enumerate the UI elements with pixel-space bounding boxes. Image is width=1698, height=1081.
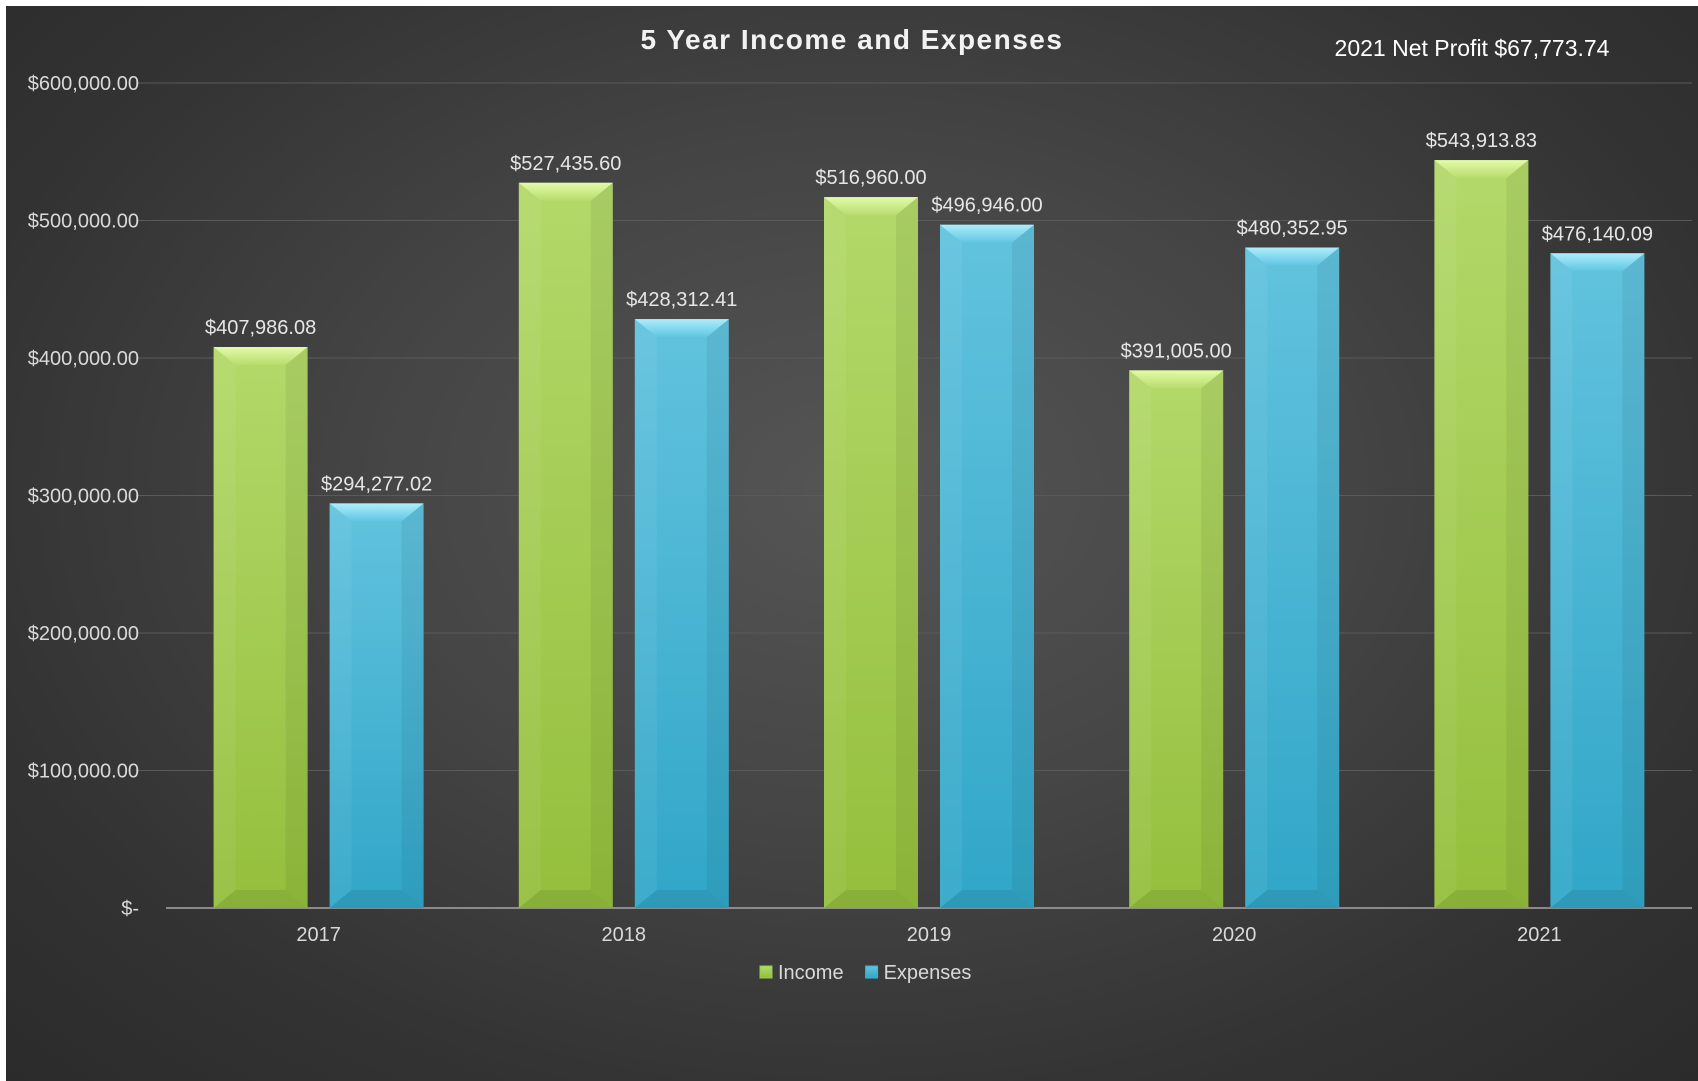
bar-bevel-right [1012,224,1034,909]
x-tick-label: 2017 [296,924,341,946]
bar-bevel-right [285,347,308,908]
bar-body [1434,160,1529,909]
bar-income-2018 [518,182,613,908]
data-label: $428,312.41 [626,289,737,311]
bar-bevel-top [824,197,918,216]
bar-income-2019 [824,197,918,908]
bar-expenses-2017 [329,503,424,908]
bar-bevel-bottom [940,890,1034,908]
bar-bevel-bottom [1245,890,1340,908]
bar-bevel-left [213,347,236,908]
bar-body [634,319,729,908]
bar-expenses-2019 [940,224,1034,909]
bar-bevel-top [1434,160,1529,179]
bar-bevel-bottom [824,890,918,908]
bar-body [1245,247,1340,908]
bar-bevel-left [1550,253,1573,908]
y-tick-label: $600,000.00 [28,73,139,95]
legend-item-income: Income [759,962,844,984]
bar-chart: $- $100,000.00 $200,000.00 $300,000.00 $400,… [28,24,1692,984]
bar-bevel-left [1129,370,1152,908]
bar-bevel-right [401,503,424,908]
bar-bevel-right [1317,247,1340,908]
bar-body [940,224,1034,909]
bar-bevel-top [1129,370,1224,389]
bar-bevel-top [634,319,729,338]
bar-income-2020 [1129,370,1224,908]
data-label: $496,946.00 [931,195,1042,217]
y-tick-label: $- [121,898,139,920]
y-tick-label: $400,000.00 [28,348,139,370]
bar-bevel-left [824,197,846,908]
bar-expenses-2018 [634,319,729,908]
x-tick-label: 2021 [1517,924,1562,946]
bar-income-2017 [213,347,308,908]
chart-title: 5 Year Income and Expenses [641,24,1064,55]
bar-bevel-bottom [1550,890,1645,908]
data-label: $527,435.60 [510,153,621,175]
bar-income-2021 [1434,160,1529,909]
bar-bevel-top [1550,253,1645,272]
bar-bevel-bottom [634,890,729,908]
chart-area: $- $100,000.00 $200,000.00 $300,000.00 $400,… [6,6,1698,1081]
bar-bevel-top [213,347,308,366]
legend: Income Expenses [759,962,972,984]
legend-item-expenses: Expenses [865,962,972,984]
bar-bevel-top [940,224,1034,243]
legend-swatch [865,965,879,979]
bar-bevel-right [1622,253,1645,908]
bar-bevel-right [706,319,729,908]
bar-body [329,503,424,908]
bar-bevel-bottom [213,890,308,908]
data-label: $476,140.09 [1542,223,1653,245]
bar-expenses-2021 [1550,253,1645,908]
y-axis-ticks: $- $100,000.00 $200,000.00 $300,000.00 $400,… [28,73,139,920]
bar-bevel-right [1506,160,1529,909]
x-tick-label: 2019 [907,924,952,946]
bar-bevel-left [940,224,962,909]
bar-body [1129,370,1224,908]
bar-body [518,182,613,908]
bar-bevel-bottom [518,890,613,908]
x-tick-label: 2020 [1212,924,1257,946]
data-label: $391,005.00 [1121,340,1232,362]
bar-bevel-top [1245,247,1340,266]
x-axis-ticks: 2017 2018 2019 2020 2021 [296,924,1561,946]
legend-swatch [759,965,773,979]
data-label: $480,352.95 [1237,218,1348,240]
legend-label: Expenses [884,962,972,984]
bar-bevel-left [1434,160,1457,909]
bar-bevel-top [329,503,424,522]
bar-bevel-bottom [329,890,424,908]
y-tick-label: $300,000.00 [28,486,139,508]
y-tick-label: $100,000.00 [28,761,139,783]
bars [213,160,1645,909]
bar-bevel-left [329,503,352,908]
bar-bevel-right [590,182,613,908]
bar-expenses-2020 [1245,247,1340,908]
bar-bevel-left [518,182,541,908]
data-label: $294,277.02 [321,473,432,495]
data-label: $516,960.00 [815,167,926,189]
bar-body [213,347,308,908]
x-tick-label: 2018 [602,924,647,946]
bar-body [1550,253,1645,908]
bar-bevel-right [1201,370,1224,908]
legend-label: Income [778,962,844,984]
data-labels: $407,986.08 $294,277.02 $527,435.60 $428,31… [205,130,1653,495]
net-profit-annotation: 2021 Net Profit $67,773.74 [1335,35,1610,61]
bar-bevel-left [1245,247,1268,908]
bar-bevel-right [896,197,918,908]
bar-body [824,197,918,908]
data-label: $407,986.08 [205,317,316,339]
bar-bevel-bottom [1129,890,1224,908]
y-tick-label: $200,000.00 [28,623,139,645]
bar-bevel-left [634,319,657,908]
data-label: $543,913.83 [1426,130,1537,152]
y-tick-label: $500,000.00 [28,211,139,233]
bar-bevel-bottom [1434,890,1529,908]
bar-bevel-top [518,182,613,201]
